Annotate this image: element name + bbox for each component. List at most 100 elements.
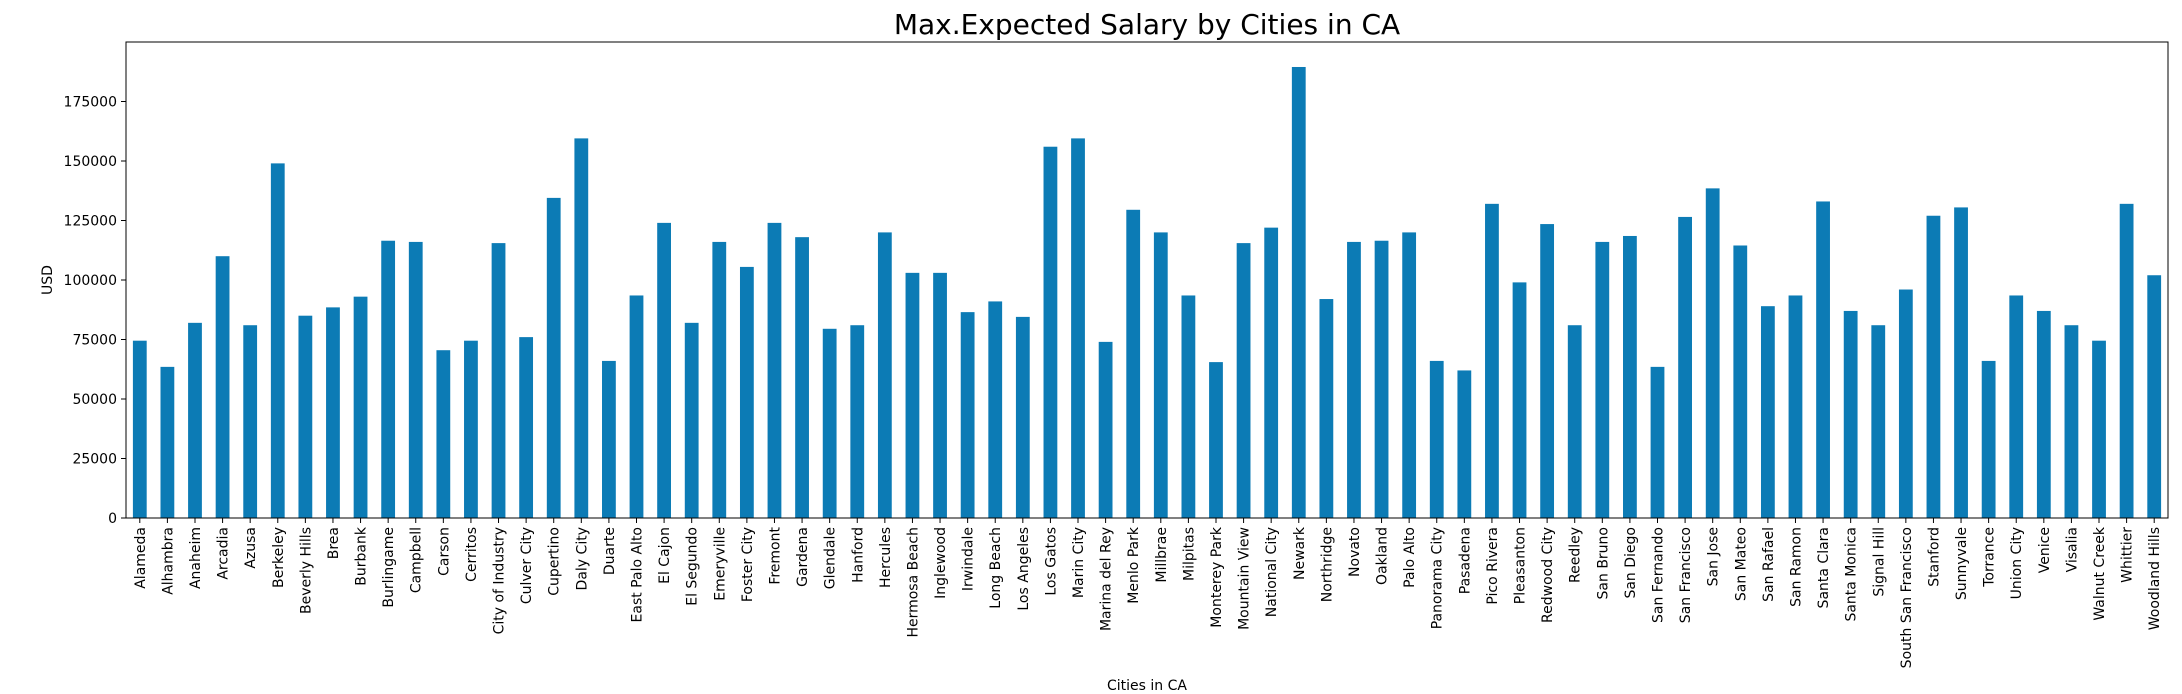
y-tick-label: 25000 bbox=[72, 452, 117, 468]
bar bbox=[1981, 360, 1996, 518]
bar bbox=[2009, 295, 2024, 518]
x-tick-label: Menlo Park bbox=[1126, 526, 1142, 604]
x-tick-label: Gardena bbox=[795, 527, 811, 587]
x-tick-label: Whittier bbox=[2120, 527, 2136, 583]
bar bbox=[1871, 325, 1886, 518]
bar bbox=[574, 138, 589, 518]
bar bbox=[1540, 224, 1555, 518]
bar bbox=[767, 222, 782, 518]
bar bbox=[353, 296, 368, 518]
bar bbox=[1788, 295, 1803, 518]
x-tick-label: San Rafael bbox=[1761, 527, 1777, 602]
bar bbox=[298, 315, 313, 518]
bar bbox=[270, 163, 285, 518]
x-tick-label: Visalia bbox=[2064, 527, 2080, 572]
x-tick-label: Hermosa Beach bbox=[905, 527, 921, 638]
x-tick-label: Berkeley bbox=[271, 527, 287, 588]
y-tick-label: 0 bbox=[108, 511, 117, 527]
x-tick-label: Daly City bbox=[574, 527, 590, 590]
x-tick-label: South San Francisco bbox=[1899, 527, 1915, 668]
x-tick-label: Burbank bbox=[354, 526, 370, 586]
x-tick-label: Reedley bbox=[1568, 527, 1584, 583]
bar bbox=[629, 295, 644, 518]
bar bbox=[1209, 362, 1223, 518]
bar bbox=[1485, 203, 1499, 518]
bar bbox=[739, 266, 754, 518]
bar bbox=[712, 241, 727, 519]
x-tick-label: Signal Hill bbox=[1871, 527, 1887, 597]
x-tick-label: Santa Clara bbox=[1816, 527, 1832, 608]
x-tick-label: Pico Rivera bbox=[1485, 527, 1501, 605]
x-tick-label: Palo Alto bbox=[1402, 527, 1418, 588]
bar bbox=[1595, 241, 1610, 519]
bar bbox=[1678, 216, 1692, 518]
bar bbox=[1457, 370, 1472, 518]
bar bbox=[602, 360, 616, 518]
bar bbox=[1291, 66, 1306, 519]
x-tick-label: El Cajon bbox=[657, 527, 673, 584]
x-tick-label: Burlingame bbox=[381, 527, 397, 608]
bar bbox=[1319, 299, 1334, 518]
bar bbox=[215, 256, 230, 518]
plot-frame bbox=[125, 41, 2169, 519]
bar bbox=[1760, 306, 1775, 518]
bar bbox=[1043, 146, 1058, 518]
x-tick-label: Campbell bbox=[409, 527, 425, 593]
bar bbox=[1623, 235, 1637, 518]
bar bbox=[933, 272, 947, 518]
bar bbox=[657, 222, 671, 518]
bar bbox=[1954, 207, 1968, 518]
bar bbox=[160, 366, 175, 518]
x-tick-label: Pasadena bbox=[1457, 527, 1473, 594]
bar bbox=[822, 328, 837, 518]
x-tick-label: Glendale bbox=[823, 527, 839, 589]
y-tick-label: 75000 bbox=[72, 333, 117, 349]
y-tick-label: 175000 bbox=[64, 95, 117, 111]
x-tick-label: Culver City bbox=[519, 527, 535, 604]
bar bbox=[2036, 310, 2051, 518]
x-tick-label: Azusa bbox=[243, 527, 259, 569]
bar bbox=[2092, 340, 2106, 518]
x-tick-label: Alhambra bbox=[160, 527, 176, 595]
x-tick-label: Beverly Hills bbox=[298, 527, 314, 614]
x-tick-label: Union City bbox=[2009, 527, 2025, 599]
x-tick-label: Duarte bbox=[602, 527, 618, 575]
x-tick-label: Venice bbox=[2037, 527, 2053, 573]
x-axis-label: Cities in CA bbox=[1107, 678, 1187, 694]
bar bbox=[684, 322, 699, 518]
x-tick-label: Millbrae bbox=[1154, 527, 1170, 583]
x-tick-label: Pleasanton bbox=[1513, 527, 1529, 604]
x-tick-label: Arcadia bbox=[216, 527, 232, 580]
x-tick-label: San Jose bbox=[1706, 527, 1722, 586]
x-tick-label: San Fernando bbox=[1651, 527, 1667, 623]
bar bbox=[1374, 240, 1389, 519]
bar bbox=[1733, 245, 1748, 519]
bar bbox=[326, 307, 340, 518]
bar bbox=[1153, 232, 1168, 518]
x-tick-label: Fremont bbox=[767, 527, 783, 585]
x-tick-label: Oakland bbox=[1375, 527, 1391, 585]
x-tick-label: Irwindale bbox=[961, 527, 977, 591]
bar bbox=[132, 340, 147, 518]
x-ticks-group: Alameda Alhambra Anaheim Arcadia Azusa Berkel… bbox=[133, 518, 2163, 668]
x-tick-label: Hercules bbox=[878, 527, 894, 588]
bar bbox=[1926, 215, 1941, 519]
bar bbox=[436, 350, 451, 518]
bars-group bbox=[132, 66, 2162, 519]
bar bbox=[381, 240, 396, 519]
bar bbox=[1236, 243, 1251, 519]
y-tick-label: 150000 bbox=[64, 154, 117, 170]
bar bbox=[1071, 138, 1085, 518]
x-tick-label: Sunnyvale bbox=[1954, 527, 1970, 600]
bar bbox=[408, 241, 423, 519]
x-tick-label: Walnut Creek bbox=[2092, 526, 2108, 621]
x-tick-label: Marin City bbox=[1071, 527, 1087, 598]
x-tick-label: Carson bbox=[436, 527, 452, 576]
x-tick-label: Torrance bbox=[1982, 527, 1998, 588]
bar bbox=[877, 232, 892, 518]
x-tick-label: Los Angeles bbox=[1016, 527, 1032, 611]
x-tick-label: Cerritos bbox=[464, 527, 480, 582]
x-tick-label: East Palo Alto bbox=[630, 527, 646, 622]
x-tick-label: Long Beach bbox=[988, 527, 1004, 609]
